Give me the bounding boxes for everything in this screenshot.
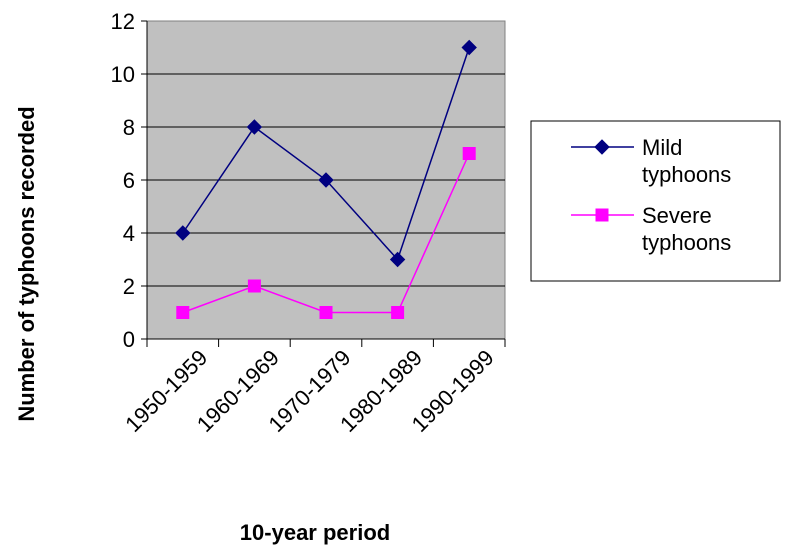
data-point — [247, 279, 261, 293]
data-point — [246, 119, 263, 135]
y-tick-label: 12 — [111, 9, 135, 34]
data-point — [462, 147, 476, 160]
legend-marker — [594, 139, 610, 155]
y-tick-label: 2 — [123, 274, 135, 299]
gridlines — [147, 73, 505, 287]
data-point — [391, 306, 405, 319]
y-tick-label: 4 — [123, 221, 135, 246]
series-1 — [176, 147, 476, 319]
legend-label: typhoons — [642, 162, 731, 187]
data-point — [461, 39, 477, 56]
legend-label: typhoons — [642, 230, 731, 255]
x-axis-ticks: 1950-19591960-19691970-19791980-19891990… — [120, 339, 506, 437]
series-layer — [175, 39, 477, 319]
data-point — [176, 306, 190, 319]
data-point — [175, 225, 191, 241]
legend-label: Severe — [642, 203, 712, 228]
y-axis-title: Number of typhoons recorded — [14, 106, 39, 421]
y-tick-label: 8 — [123, 115, 135, 140]
series-0 — [175, 39, 477, 268]
data-point — [319, 306, 333, 319]
y-tick-label: 10 — [111, 62, 135, 87]
data-point — [318, 172, 334, 188]
legend-label: Mild — [642, 135, 682, 160]
y-axis-ticks: 0 2 4 6 8 10 12 — [111, 9, 147, 352]
axes — [146, 21, 505, 346]
y-tick-label: 0 — [123, 327, 135, 352]
x-axis-title: 10-year period — [240, 520, 390, 545]
data-point — [389, 251, 406, 268]
legend-marker — [595, 208, 609, 222]
y-tick-label: 6 — [123, 168, 135, 193]
